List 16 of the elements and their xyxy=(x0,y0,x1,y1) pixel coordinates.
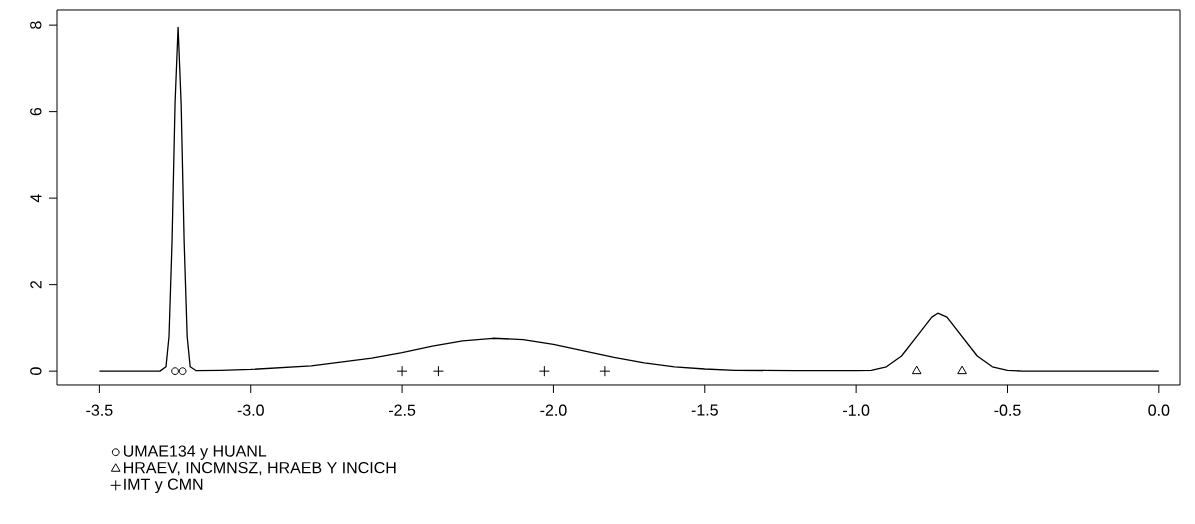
x-tick-label: -3.5 xyxy=(86,404,113,416)
x-tick-label: -1.0 xyxy=(843,404,870,416)
x-tick-label: -3.0 xyxy=(237,404,264,416)
x-tick-label: -0.5 xyxy=(994,404,1021,416)
legend-label: UMAE134 y HUANL xyxy=(123,445,267,460)
y-tick-label: 6 xyxy=(30,107,42,116)
x-tick-label: -2.5 xyxy=(389,404,416,416)
y-tick-label: 2 xyxy=(30,281,42,289)
legend-label: HRAEV, INCMNSZ, HRAEB Y INCICH xyxy=(124,461,396,476)
x-tick-label: 0.0 xyxy=(1148,404,1170,416)
y-tick-label: 4 xyxy=(30,194,42,203)
y-tick-label: 8 xyxy=(30,21,42,29)
x-tick-label: -1.5 xyxy=(691,404,718,416)
x-tick-label: -2.0 xyxy=(540,404,567,416)
legend-label: IMT y CMN xyxy=(124,478,203,494)
y-tick-label: 0 xyxy=(30,367,42,375)
